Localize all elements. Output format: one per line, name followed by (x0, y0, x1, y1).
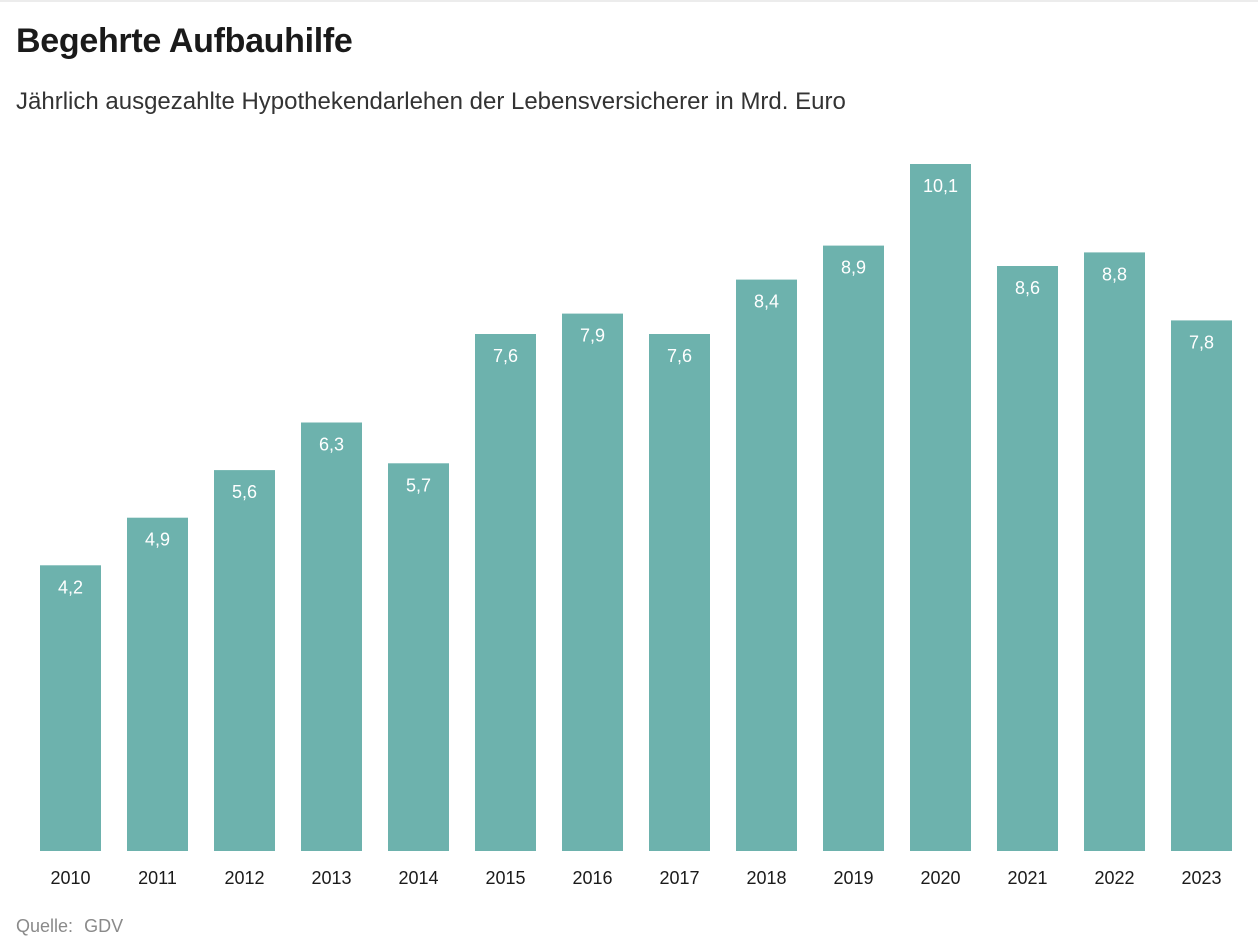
bar-2012 (214, 470, 275, 851)
x-tick-2023: 2023 (1181, 868, 1221, 888)
x-tick-2022: 2022 (1094, 868, 1134, 888)
value-labels-group: 4,2 4,9 5,6 6,3 5,7 7,6 7,9 7,6 8,4 8,9 10,1 8,6 8,8… (58, 176, 1214, 597)
value-label-2023: 7,8 (1189, 332, 1214, 352)
top-divider (0, 0, 1258, 2)
value-label-2014: 5,7 (406, 475, 431, 495)
bar-2011 (127, 517, 188, 851)
value-label-2013: 6,3 (319, 435, 344, 455)
bar-2020 (910, 164, 971, 851)
chart-subtitle: Jährlich ausgezahlte Hypothekendarlehen … (16, 88, 846, 115)
value-label-2012: 5,6 (232, 482, 257, 502)
x-tick-2019: 2019 (833, 868, 873, 888)
bar-2018 (736, 279, 797, 852)
x-axis-ticks-group: 2010 2011 2012 2013 2014 2015 2016 2017 2018 2019… (50, 868, 1221, 888)
x-tick-2021: 2021 (1007, 868, 1047, 888)
bar-2022 (1084, 252, 1145, 851)
x-tick-2016: 2016 (572, 868, 612, 888)
bar-2014 (388, 463, 449, 851)
chart-title: Begehrte Aufbauhilfe (16, 22, 353, 60)
value-label-2022: 8,8 (1102, 264, 1127, 284)
bar-2019 (823, 245, 884, 852)
value-label-2021: 8,6 (1015, 278, 1040, 298)
bar-2016 (562, 313, 623, 852)
bar-2017 (649, 334, 710, 851)
bar-2010 (40, 565, 101, 851)
x-tick-2011: 2011 (138, 868, 177, 888)
bar-2023 (1171, 320, 1232, 851)
value-label-2015: 7,6 (493, 346, 518, 366)
x-tick-2015: 2015 (485, 868, 525, 888)
source-value: GDV (84, 916, 124, 936)
value-label-2018: 8,4 (754, 292, 779, 312)
x-tick-2014: 2014 (398, 868, 438, 888)
value-label-2020: 10,1 (923, 176, 958, 196)
bar-chart: 4,2 4,9 5,6 6,3 5,7 7,6 7,9 7,6 8,4 8,9 10,1 8,6 8,8… (40, 164, 1232, 888)
x-tick-2018: 2018 (746, 868, 786, 888)
value-label-2011: 4,9 (145, 530, 170, 550)
bar-2021 (997, 266, 1058, 851)
value-label-2016: 7,9 (580, 326, 605, 346)
value-label-2010: 4,2 (58, 577, 83, 597)
x-tick-2017: 2017 (659, 868, 699, 888)
x-tick-2020: 2020 (920, 868, 960, 888)
value-label-2017: 7,6 (667, 346, 692, 366)
bar-2013 (301, 422, 362, 851)
bar-2015 (475, 334, 536, 851)
x-tick-2012: 2012 (224, 868, 264, 888)
source-note: Quelle: GDV (16, 916, 123, 937)
x-tick-2010: 2010 (50, 868, 90, 888)
value-label-2019: 8,9 (841, 258, 866, 278)
source-label: Quelle: (16, 916, 74, 936)
x-tick-2013: 2013 (311, 868, 351, 888)
bars-group (40, 164, 1232, 852)
